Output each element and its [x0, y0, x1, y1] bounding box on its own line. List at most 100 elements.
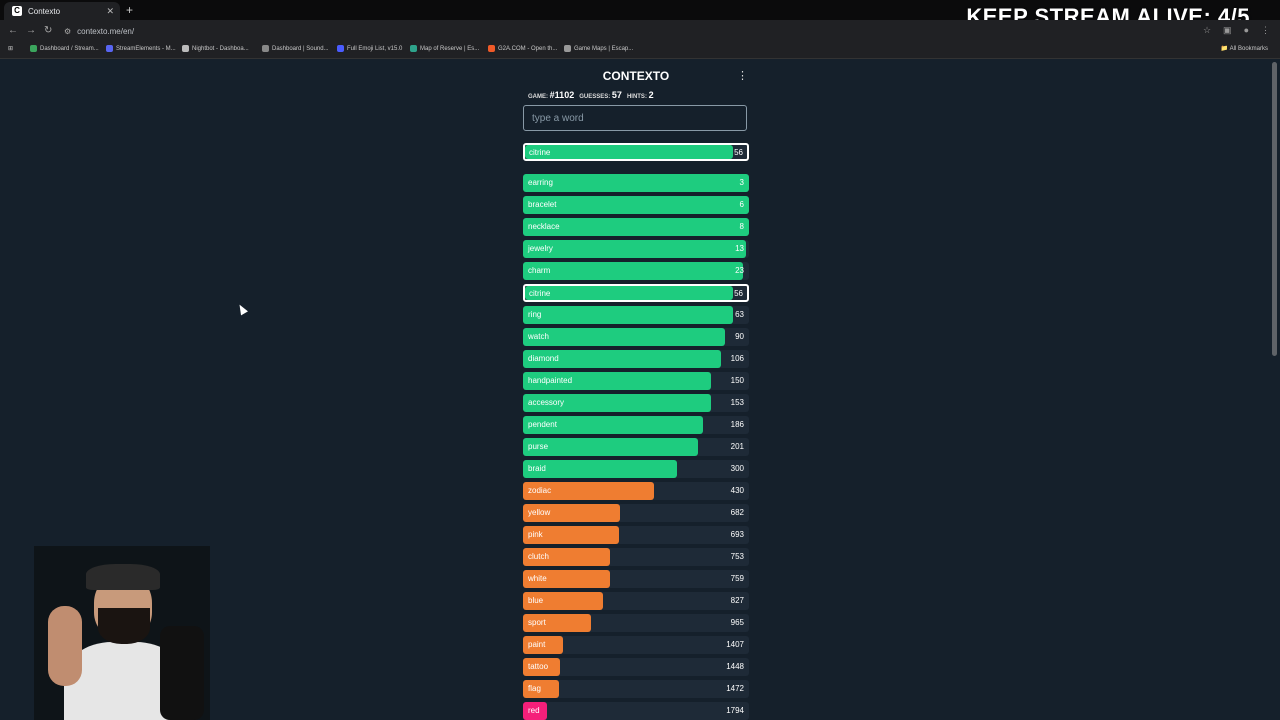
bookmark-item[interactable]: Nightbot - Dashboa...	[182, 45, 249, 52]
guess-word: accessory	[528, 398, 565, 407]
hints-label: HINTS:	[626, 94, 647, 100]
guess-word: paint	[528, 640, 546, 649]
new-tab-plus-icon[interactable]: +	[126, 3, 134, 17]
guess-word: charm	[528, 266, 551, 275]
bookmark-label: Nightbot - Dashboa...	[192, 45, 249, 52]
guess-distance: 965	[730, 618, 744, 627]
bookmark-item[interactable]: G2A.COM - Open th...	[488, 45, 557, 52]
bookmark-item[interactable]: Dashboard | Sound...	[262, 45, 329, 52]
site-settings-icon[interactable]: ⚙	[64, 26, 72, 36]
tab-contexto[interactable]: C Contexto ✕	[4, 2, 120, 20]
similarity-bar	[523, 350, 721, 368]
apps-grid-icon[interactable]: ⊞	[8, 46, 14, 52]
guess-distance: 753	[730, 552, 744, 561]
guess-distance: 1448	[726, 662, 744, 671]
guess-word: flag	[528, 684, 541, 693]
guess-word: diamond	[528, 354, 559, 363]
guess-distance: 13	[735, 244, 744, 253]
guess-word: braid	[528, 464, 546, 473]
guess-row: watch 90	[523, 328, 749, 346]
last-guess-row: citrine 56	[523, 143, 749, 161]
guess-word: handpainted	[528, 376, 573, 385]
guess-word: white	[528, 574, 547, 583]
similarity-bar	[523, 658, 561, 676]
guess-distance: 150	[730, 376, 744, 385]
all-bookmarks-button[interactable]: 📁 All Bookmarks	[1220, 46, 1268, 52]
guess-row: purse 201	[523, 438, 749, 456]
more-options-icon[interactable]: ⋮	[737, 70, 748, 82]
guesses-count: 57	[611, 90, 622, 100]
bookmark-item[interactable]: Full Emoji List, v15.0	[337, 45, 402, 52]
page-scrollbar[interactable]	[1272, 62, 1277, 356]
guesses-label: GUESSES:	[579, 94, 611, 100]
browser-toolbar: ← → ↻ ⚙ contexto.me/en/ ☆ ▣ ● ⋮	[0, 20, 1280, 42]
similarity-bar	[523, 416, 703, 434]
guess-word: jewelry	[528, 244, 553, 253]
guess-distance: 693	[730, 530, 744, 539]
reload-icon[interactable]: ↻	[44, 25, 53, 36]
guess-distance: 1472	[726, 684, 744, 693]
guess-row: citrine 56	[523, 284, 749, 302]
guess-row: earring 3	[523, 174, 749, 192]
similarity-bar	[523, 372, 711, 390]
guess-row: necklace 8	[523, 218, 749, 236]
bookmark-item[interactable]: Map of Reserve | Es...	[410, 45, 479, 52]
guess-distance: 1407	[726, 640, 744, 649]
guess-distance: 300	[730, 464, 744, 473]
back-arrow-icon[interactable]: ←	[8, 25, 18, 36]
guess-word: purse	[528, 442, 549, 451]
similarity-bar	[523, 460, 677, 478]
bookmarks-bar: ⊞ Dashboard / Stream... StreamElements - …	[0, 42, 1280, 59]
address-bar[interactable]: ⚙ contexto.me/en/	[60, 23, 1110, 39]
profile-icon[interactable]: ●	[1243, 25, 1249, 35]
bookmark-item[interactable]: StreamElements - M...	[106, 45, 176, 52]
word-input-box	[523, 105, 747, 131]
guess-word: blue	[528, 596, 544, 605]
guess-row: pendent 186	[523, 416, 749, 434]
guess-distance: 153	[730, 398, 744, 407]
guess-row: tattoo 1448	[523, 658, 749, 676]
bookmark-favicon-icon	[488, 45, 495, 52]
extensions-icon[interactable]: ▣	[1223, 25, 1232, 35]
guess-word: ring	[528, 310, 542, 319]
guess-row: yellow 682	[523, 504, 749, 522]
bookmark-item[interactable]: Dashboard / Stream...	[30, 45, 99, 52]
guess-distance: 6	[739, 200, 744, 209]
word-input[interactable]	[524, 106, 746, 130]
guess-row: charm 23	[523, 262, 749, 280]
guess-row: handpainted 150	[523, 372, 749, 390]
game-number: #1102	[549, 90, 575, 100]
similarity-bar	[525, 145, 733, 159]
guess-word: citrine	[529, 289, 551, 298]
guess-distance: 106	[730, 354, 744, 363]
guess-word: tattoo	[528, 662, 549, 671]
guess-distance: 759	[730, 574, 744, 583]
star-icon[interactable]: ☆	[1202, 25, 1212, 35]
similarity-bar	[523, 196, 749, 214]
guess-row: red 1794	[523, 702, 749, 720]
guess-distance: 186	[730, 420, 744, 429]
guess-row: accessory 153	[523, 394, 749, 412]
guess-distance: 201	[730, 442, 744, 451]
close-icon[interactable]: ✕	[106, 5, 114, 16]
guess-distance: 56	[734, 289, 743, 298]
guess-distance: 23	[735, 266, 744, 275]
similarity-bar	[523, 328, 726, 346]
similarity-bar	[523, 240, 746, 258]
bookmark-label: Dashboard | Sound...	[272, 45, 329, 52]
guess-word: sport	[528, 618, 546, 627]
bookmark-item[interactable]: Game Maps | Escap...	[564, 45, 633, 52]
guess-word: earring	[528, 178, 553, 187]
similarity-bar	[523, 680, 560, 698]
microphone-icon	[160, 626, 204, 720]
bookmark-label: G2A.COM - Open th...	[498, 45, 558, 52]
webcam-feed	[34, 546, 210, 720]
guess-word: bracelet	[528, 200, 557, 209]
similarity-bar	[523, 438, 699, 456]
mouse-cursor-icon	[236, 302, 248, 316]
guess-distance: 1794	[726, 706, 744, 715]
forward-arrow-icon[interactable]: →	[26, 25, 36, 36]
menu-icon[interactable]: ⋮	[1261, 25, 1270, 35]
bookmark-label: Game Maps | Escap...	[574, 45, 634, 52]
guess-row: jewelry 13	[523, 240, 749, 258]
